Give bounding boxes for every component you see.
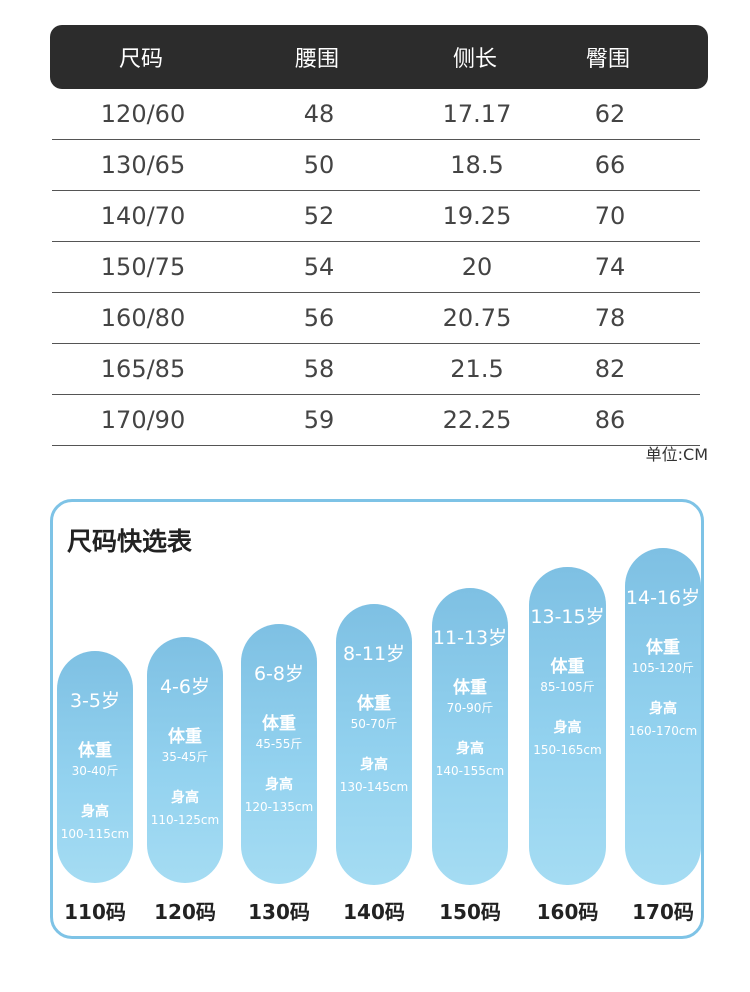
- age-range: 13-15岁: [530, 606, 605, 628]
- cell-side-length: 22.25: [442, 406, 512, 434]
- size-label: 140码: [343, 900, 405, 924]
- size-label: 110码: [64, 900, 126, 924]
- height-label: 身高: [649, 701, 677, 717]
- age-range: 14-16岁: [625, 587, 701, 609]
- weight-range: 105-120斤: [631, 661, 695, 675]
- age-range: 11-13岁: [432, 627, 508, 649]
- size-pill: 14-16岁 体重 105-120斤 身高 160-170cm: [625, 548, 701, 885]
- cell-size: 165/85: [100, 355, 186, 383]
- cell-side-length: 19.25: [442, 202, 512, 230]
- header-size: 尺码: [118, 47, 163, 72]
- cell-hip: 62: [594, 100, 626, 128]
- cell-size: 120/60: [100, 100, 186, 128]
- cell-side-length: 17.17: [442, 100, 512, 128]
- table-row: 150/75 54 20 74: [52, 242, 700, 293]
- weight-label: 体重: [78, 741, 112, 761]
- table-row: 120/60 48 17.17 62: [52, 89, 700, 140]
- weight-label: 体重: [453, 678, 487, 698]
- table-row: 130/65 50 18.5 66: [52, 140, 700, 191]
- weight-label: 体重: [646, 638, 680, 658]
- height-label: 身高: [456, 741, 484, 757]
- cell-side-length: 21.5: [450, 355, 504, 383]
- height-label: 身高: [265, 777, 293, 793]
- table-row: 160/80 56 20.75 78: [52, 293, 700, 344]
- card-title: 尺码快选表: [67, 527, 193, 556]
- height-range: 100-115cm: [60, 827, 130, 841]
- cell-waist: 54: [303, 253, 335, 281]
- cell-side-length: 18.5: [450, 151, 504, 179]
- weight-range: 85-105斤: [540, 680, 595, 694]
- height-label: 身高: [81, 804, 109, 820]
- header-hip: 臀围: [585, 47, 630, 72]
- size-label: 170码: [632, 900, 694, 924]
- weight-label: 体重: [550, 657, 585, 677]
- table-body: 120/60 48 17.17 62 130/65 50 18.5 66 140/70 52 19.…: [50, 89, 708, 446]
- cell-waist: 59: [303, 406, 335, 434]
- weight-range: 35-45斤: [161, 750, 209, 764]
- cell-waist: 48: [303, 100, 335, 128]
- height-range: 150-165cm: [533, 743, 602, 757]
- weight-range: 30-40斤: [71, 764, 119, 778]
- size-pill: 11-13岁 体重 70-90斤 身高 140-155cm: [432, 588, 508, 885]
- weight-label: 体重: [168, 727, 202, 747]
- cell-size: 160/80: [100, 304, 186, 332]
- age-range: 8-11岁: [342, 643, 406, 665]
- cell-hip: 70: [594, 202, 626, 230]
- height-label: 身高: [553, 720, 582, 736]
- cell-size: 170/90: [100, 406, 186, 434]
- size-pill: 6-8岁体重 45-55斤 身高 120-135cm: [241, 624, 317, 884]
- table-row: 170/90 59 22.25 86: [52, 395, 700, 446]
- cell-waist: 50: [303, 151, 335, 179]
- weight-label: 体重: [357, 694, 391, 714]
- age-range: 4-6岁: [159, 676, 211, 698]
- height-range: 120-135cm: [244, 800, 314, 814]
- height-label: 身高: [360, 757, 388, 773]
- cell-hip: 78: [594, 304, 626, 332]
- size-label: 160码: [536, 900, 599, 924]
- age-range: 6-8岁: [253, 663, 305, 685]
- weight-range: 45-55斤: [255, 737, 303, 751]
- cell-hip: 74: [594, 253, 626, 281]
- table-row: 165/85 58 21.5 82: [52, 344, 700, 395]
- size-label: 120码: [154, 900, 216, 924]
- size-pill: 4-6岁体重 35-45斤 身高 110-125cm: [147, 637, 223, 883]
- cell-hip: 82: [594, 355, 626, 383]
- height-range: 160-170cm: [628, 724, 698, 738]
- height-range: 110-125cm: [150, 813, 220, 827]
- unit-note: 单位:CM: [645, 445, 708, 464]
- cell-hip: 66: [594, 151, 626, 179]
- cell-waist: 58: [303, 355, 335, 383]
- size-table: 尺码 腰围 侧长 臀围 120/60 48 17.17 62 130/65 50 18.5 6…: [50, 25, 708, 446]
- cell-waist: 52: [303, 202, 335, 230]
- header-waist: 腰围: [294, 47, 339, 72]
- cell-hip: 86: [594, 406, 626, 434]
- size-pill: 3-5岁体重 30-40斤 身高 100-115cm: [57, 651, 133, 883]
- cell-waist: 56: [303, 304, 335, 332]
- cell-size: 150/75: [100, 253, 186, 281]
- weight-range: 50-70斤: [350, 717, 398, 731]
- height-range: 130-145cm: [339, 780, 409, 794]
- header-side-length: 侧长: [452, 47, 497, 72]
- height-range: 140-155cm: [435, 764, 505, 778]
- size-label: 150码: [439, 900, 501, 924]
- age-range: 3-5岁: [69, 690, 121, 712]
- cell-side-length: 20.75: [442, 304, 512, 332]
- size-label: 130码: [248, 900, 310, 924]
- size-pill: 8-11岁体重 50-70斤 身高 130-145cm: [336, 604, 412, 885]
- table-row: 140/70 52 19.25 70: [52, 191, 700, 242]
- height-label: 身高: [171, 790, 199, 806]
- size-pill: 13-15岁 体重 85-105斤 身高 150-165cm: [529, 567, 606, 885]
- cell-size: 140/70: [100, 202, 186, 230]
- weight-label: 体重: [262, 714, 296, 734]
- cell-size: 130/65: [100, 151, 186, 179]
- cell-side-length: 20: [461, 253, 493, 281]
- table-header: 尺码 腰围 侧长 臀围: [50, 25, 708, 89]
- weight-range: 70-90斤: [446, 701, 494, 715]
